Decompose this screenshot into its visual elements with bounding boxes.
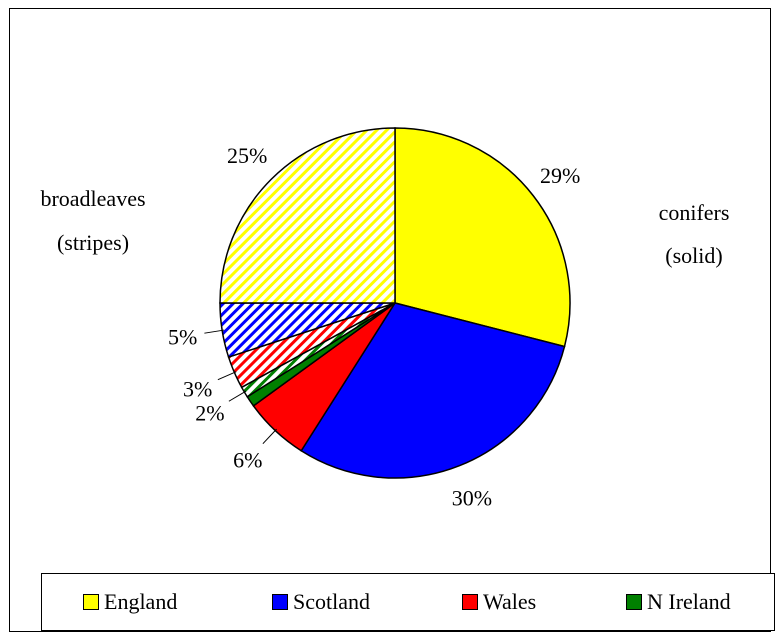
pie-slice-conifers-scotland — [300, 302, 566, 479]
slice-label-7: 25% — [227, 143, 267, 168]
legend-item-n-ireland: N Ireland — [626, 574, 731, 630]
leader-line-6 — [204, 329, 225, 334]
leader-lines — [204, 329, 277, 445]
legend-label-scotland: Scotland — [293, 589, 370, 614]
slice-label-1: 30% — [452, 485, 492, 510]
slice-label-0: 29% — [540, 163, 580, 188]
legend-label-n-ireland: N Ireland — [647, 589, 731, 614]
slice-label-2: 6% — [233, 448, 262, 473]
slice-label-6: 5% — [168, 325, 197, 350]
leader-line-2 — [262, 428, 277, 445]
slice-label-5: 3% — [183, 376, 212, 401]
pie-slice-broadleaves-england — [219, 127, 396, 304]
pie-slice-conifers-england — [394, 127, 571, 348]
leader-line-4 — [228, 390, 247, 402]
slice-labels: 29% 30% 6% 2%3% 5% 25% — [168, 143, 580, 510]
legend-swatch-n-ireland — [626, 594, 642, 610]
legend-item-scotland: Scotland — [272, 574, 370, 630]
legend: England Scotland Wales N Ireland — [41, 573, 775, 631]
broadleaves-annotation-line1: broadleaves — [40, 186, 145, 211]
conifers-annotation-line1: conifers — [659, 200, 730, 225]
broadleaves-annotation-line2: (stripes) — [57, 230, 129, 255]
pie-slices — [219, 127, 571, 479]
legend-swatch-wales — [462, 594, 478, 610]
legend-label-england: England — [104, 589, 178, 614]
legend-swatch-scotland — [272, 594, 288, 610]
leader-line-5 — [217, 371, 237, 381]
legend-item-england: England — [83, 574, 177, 630]
legend-label-wales: Wales — [483, 589, 537, 614]
legend-item-wales: Wales — [462, 574, 536, 630]
conifers-annotation-line2: (solid) — [665, 243, 722, 268]
slice-label-4: 2% — [195, 400, 224, 425]
legend-swatch-england — [83, 594, 99, 610]
